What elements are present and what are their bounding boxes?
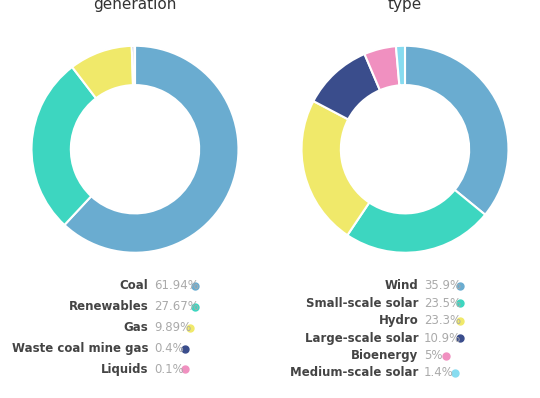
Text: Renewables: Renewables (69, 300, 148, 313)
Wedge shape (313, 54, 380, 119)
Text: Gas: Gas (124, 321, 149, 334)
Text: Medium-scale solar: Medium-scale solar (290, 367, 418, 379)
Text: Small-scale solar: Small-scale solar (306, 297, 418, 310)
Text: Waste coal mine gas: Waste coal mine gas (12, 342, 148, 355)
Text: 5%: 5% (424, 349, 442, 362)
Wedge shape (72, 46, 133, 98)
Text: 0.4%: 0.4% (154, 342, 184, 355)
Text: 61.94%: 61.94% (154, 279, 199, 293)
Text: Large-scale solar: Large-scale solar (305, 332, 418, 345)
Text: 35.9%: 35.9% (424, 279, 461, 293)
Text: 10.9%: 10.9% (424, 332, 461, 345)
Text: Hydro: Hydro (379, 314, 418, 327)
Text: Liquids: Liquids (101, 363, 148, 376)
Text: 23.3%: 23.3% (424, 314, 461, 327)
Wedge shape (132, 46, 134, 85)
Wedge shape (64, 46, 239, 253)
Wedge shape (405, 46, 509, 215)
Text: 9.89%: 9.89% (154, 321, 191, 334)
Wedge shape (347, 190, 485, 253)
Text: Wind: Wind (384, 279, 418, 293)
Text: 27.67%: 27.67% (154, 300, 199, 313)
Text: Coal: Coal (120, 279, 148, 293)
Wedge shape (396, 46, 405, 85)
Title: Percentage of renewable
generation by technology
type: Percentage of renewable generation by te… (307, 0, 503, 12)
Text: 1.4%: 1.4% (424, 367, 454, 379)
Title: Annual electricity
generation: Annual electricity generation (68, 0, 202, 12)
Text: Bioenergy: Bioenergy (351, 349, 418, 362)
Wedge shape (301, 101, 369, 235)
Wedge shape (364, 46, 400, 90)
Wedge shape (134, 46, 135, 85)
Text: 0.1%: 0.1% (154, 363, 184, 376)
Wedge shape (31, 67, 96, 225)
Text: 23.5%: 23.5% (424, 297, 461, 310)
